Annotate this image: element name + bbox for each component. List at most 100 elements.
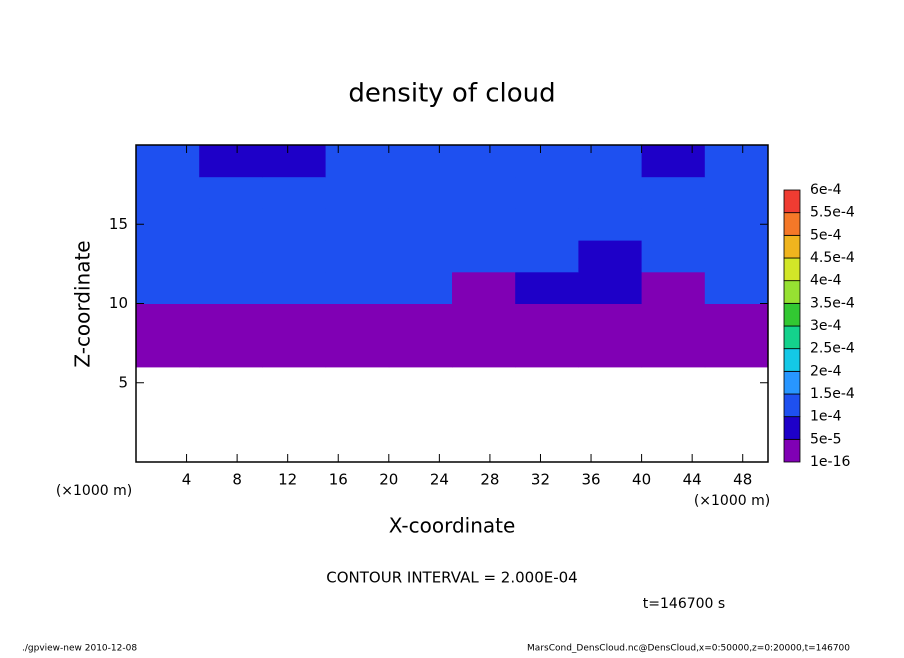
contour-cell (262, 240, 327, 273)
colorbar-box (783, 438, 801, 463)
contour-cell (704, 176, 769, 209)
contour-cell (136, 271, 200, 304)
footer: MarsCond_DensCloud.nc@DensCloud,x=0:5000… (527, 644, 850, 654)
colorbar-label: 3.5e-4 (810, 295, 855, 311)
x-tick-label: 32 (531, 471, 550, 489)
contour-cell (325, 208, 390, 241)
contour-cell (199, 145, 263, 178)
contour-cell (262, 303, 327, 336)
contour-cell (388, 240, 453, 273)
contour-cell (641, 271, 706, 304)
contour-cell (578, 271, 643, 304)
colorbar-box (783, 189, 801, 214)
colorbar-box (783, 280, 801, 304)
contour-cell (578, 208, 643, 241)
x-tick-label: 8 (232, 471, 242, 489)
contour-cell (325, 303, 390, 336)
contour-cell (704, 303, 769, 336)
y-tick-label: 15 (109, 215, 128, 233)
contour-cell (136, 335, 200, 368)
contour-cell (325, 176, 390, 209)
colorbar-box (783, 257, 801, 282)
contour-cell (136, 145, 200, 178)
colorbar-box (783, 370, 801, 395)
colorbar-label: 2e-4 (810, 363, 842, 379)
contour-cell (641, 208, 706, 241)
contour-cell (388, 176, 453, 209)
contour-cell (388, 335, 453, 368)
contour-cell (515, 303, 579, 336)
colorbar-label: 2.5e-4 (810, 341, 855, 357)
contour-cell (262, 335, 327, 368)
time-label: t=146700 s (643, 596, 725, 612)
contour-cell (262, 176, 327, 209)
contour-cell (515, 208, 579, 241)
contour-cell (199, 303, 263, 336)
contour-cell (136, 208, 200, 241)
contour-cell (704, 208, 769, 241)
colorbar-box (783, 212, 801, 236)
contour-cell (452, 271, 516, 304)
contour-cell (388, 303, 453, 336)
colorbar-label: 5e-5 (810, 431, 841, 447)
contour-cell (262, 208, 327, 241)
footer: ./gpview-new 2010-12-08 (22, 644, 137, 654)
colorbar-box (783, 302, 801, 327)
colorbar-box (783, 416, 801, 440)
contour-cell (199, 240, 263, 273)
contour-cell (452, 240, 516, 273)
x-tick-label: 44 (683, 471, 702, 489)
contour-cell (704, 240, 769, 273)
x-tick-label: 16 (329, 471, 348, 489)
contour-cell (452, 303, 516, 336)
contour-cell (199, 335, 263, 368)
contour-cell (704, 271, 769, 304)
contour-cell (641, 145, 706, 178)
x-axis-label: X-coordinate (389, 514, 516, 538)
contour-cell (578, 240, 643, 273)
contour-cell (578, 145, 643, 178)
contour-cell (515, 271, 579, 304)
colorbar-label: 1e-4 (810, 409, 842, 425)
contour-cell (515, 335, 579, 368)
contour-cell (641, 303, 706, 336)
colorbar-label: 3e-4 (810, 318, 842, 334)
contour-cell (325, 271, 390, 304)
contour-cell (388, 208, 453, 241)
x-unit-label: (×1000 m) (56, 483, 132, 499)
colorbar-box (783, 325, 801, 350)
contour-cell (199, 208, 263, 241)
colorbar-box (783, 393, 801, 418)
contour-cell (452, 208, 516, 241)
y-axis-label: Z-coordinate (71, 240, 95, 367)
contour-cell (515, 240, 579, 273)
contour-cell (641, 240, 706, 273)
contour-cell (388, 145, 453, 178)
colorbar-label: 5e-4 (810, 227, 842, 243)
contour-cell (136, 176, 200, 209)
contour-cell (578, 335, 643, 368)
contour-cell (452, 145, 516, 178)
contour-cell (578, 176, 643, 209)
colorbar-label: 5.5e-4 (810, 205, 855, 221)
colorbar-label: 6e-4 (810, 182, 842, 198)
x-tick-label: 4 (182, 471, 192, 489)
x-tick-label: 20 (379, 471, 398, 489)
contour-cell (325, 145, 390, 178)
contour-cell (704, 335, 769, 368)
x-tick-label: 40 (632, 471, 651, 489)
contour-cell (325, 240, 390, 273)
colorbar-label: 4.5e-4 (810, 250, 855, 266)
contour-cell (578, 303, 643, 336)
y-tick-label: 10 (109, 294, 128, 312)
colorbar-box (783, 348, 801, 372)
x-tick-label: 36 (581, 471, 600, 489)
contour-cell (515, 145, 579, 178)
chart-title: density of cloud (348, 79, 555, 109)
colorbar-label: 1.5e-4 (810, 386, 855, 402)
contour-cell (199, 271, 263, 304)
contour-cell (262, 145, 327, 178)
colorbar-label: 1e-16 (810, 454, 850, 470)
